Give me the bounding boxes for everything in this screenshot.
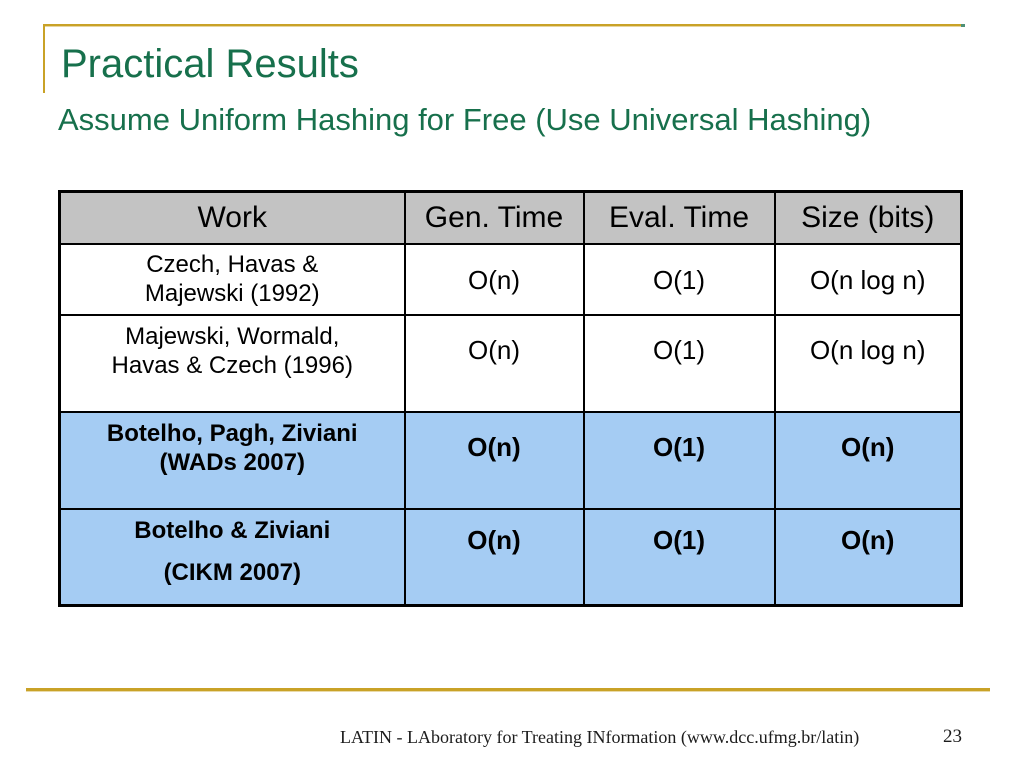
- work-cell: Czech, Havas & Majewski (1992): [58, 242, 406, 316]
- work-cell: Majewski, Wormald, Havas & Czech (1996): [58, 313, 406, 413]
- size-bits-cell: O(n log n): [773, 313, 963, 413]
- work-name-line1: Botelho & Ziviani: [134, 516, 331, 544]
- eval-time-cell: O(1): [582, 242, 776, 316]
- footer-gold-rule: [26, 688, 990, 691]
- table-row-botelho-pagh-ziviani: Botelho, Pagh, Ziviani (WADs 2007) O(n) …: [58, 410, 963, 510]
- gold-rule-end-accent: [961, 24, 965, 27]
- work-name-line1: Majewski, Wormald,: [125, 322, 340, 350]
- work-name-line2: Havas & Czech (1996): [111, 351, 353, 379]
- work-name-line2: Majewski (1992): [144, 279, 320, 307]
- gen-time-cell: O(n): [403, 410, 585, 510]
- gen-time-cell: O(n): [403, 242, 585, 316]
- column-header-work: Work: [58, 190, 406, 245]
- column-header-gen-time: Gen. Time: [403, 190, 585, 245]
- page-number: 23: [943, 726, 962, 747]
- size-bits-cell: O(n): [773, 410, 963, 510]
- eval-time-cell: O(1): [582, 507, 776, 607]
- column-header-size-bits: Size (bits): [773, 190, 963, 245]
- work-name-line2: (WADs 2007): [159, 448, 305, 476]
- gen-time-cell: O(n): [403, 313, 585, 413]
- table-row-botelho-ziviani: Botelho & Ziviani (CIKM 2007) O(n) O(1) …: [58, 507, 963, 607]
- work-cell: Botelho, Pagh, Ziviani (WADs 2007): [58, 410, 406, 510]
- work-name-line1: Czech, Havas &: [146, 250, 319, 278]
- table-header-row: Work Gen. Time Eval. Time Size (bits): [58, 190, 963, 245]
- work-name-line2: (CIKM 2007): [163, 558, 301, 586]
- slide-title: Practical Results: [61, 42, 359, 86]
- footer-credit: LATIN - LAboratory for Treating INformat…: [340, 727, 860, 747]
- eval-time-cell: O(1): [582, 410, 776, 510]
- results-table: Work Gen. Time Eval. Time Size (bits) Cz…: [58, 190, 963, 607]
- size-bits-cell: O(n): [773, 507, 963, 607]
- work-name-line1: Botelho, Pagh, Ziviani: [106, 419, 358, 447]
- table-row-majewski-wormald: Majewski, Wormald, Havas & Czech (1996) …: [58, 313, 963, 413]
- top-gold-rule: [43, 24, 964, 26]
- column-header-eval-time: Eval. Time: [582, 190, 776, 245]
- left-gold-rule: [43, 24, 45, 93]
- table-row-czech-havas-majewski: Czech, Havas & Majewski (1992) O(n) O(1)…: [58, 242, 963, 316]
- work-cell: Botelho & Ziviani (CIKM 2007): [58, 507, 406, 607]
- gen-time-cell: O(n): [403, 507, 585, 607]
- slide-subtitle: Assume Uniform Hashing for Free (Use Uni…: [58, 102, 872, 137]
- size-bits-cell: O(n log n): [773, 242, 963, 316]
- eval-time-cell: O(1): [582, 313, 776, 413]
